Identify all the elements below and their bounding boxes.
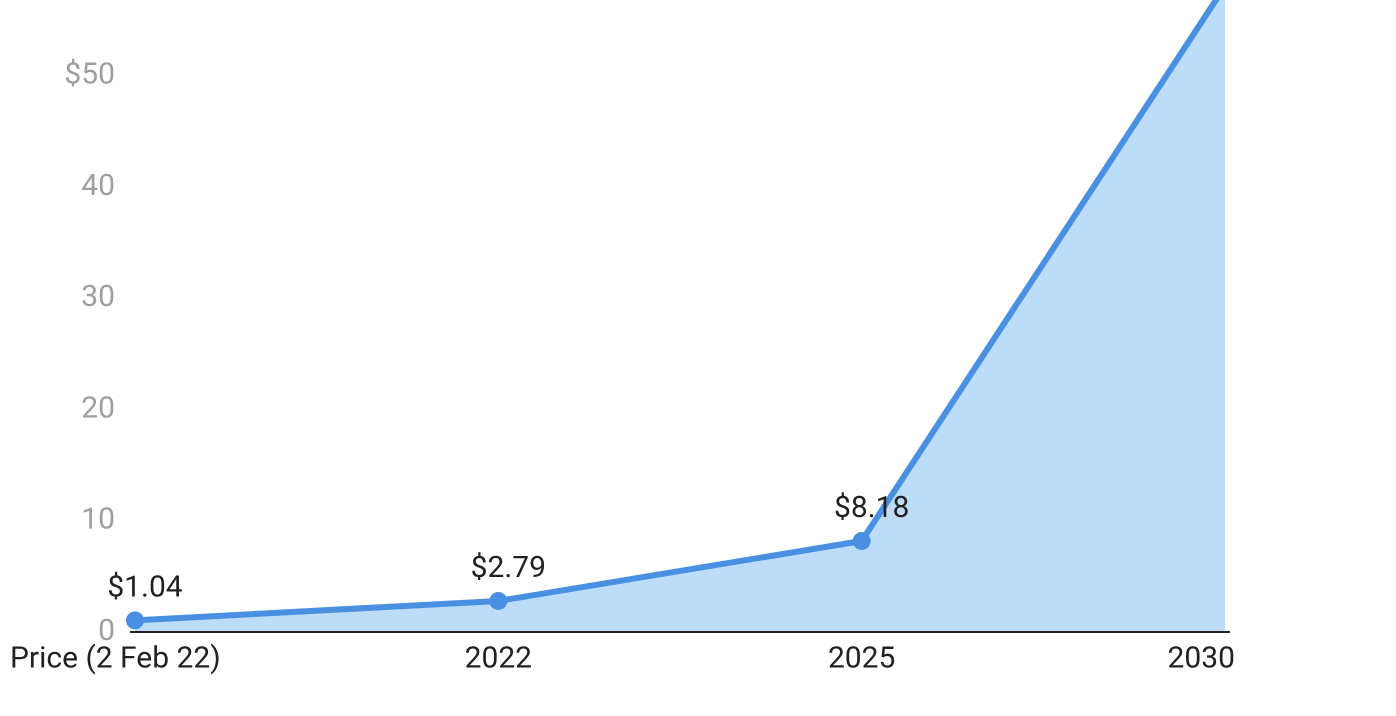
data-marker — [489, 592, 507, 610]
series-area — [135, 0, 1225, 632]
x-tick-label: 2025 — [828, 641, 895, 676]
data-label: $1.04 — [107, 569, 182, 604]
y-tick-label: 40 — [81, 168, 115, 203]
y-tick-label: 20 — [81, 390, 115, 425]
data-marker — [126, 611, 144, 629]
x-tick-label: 2030 — [1168, 641, 1235, 676]
data-marker — [853, 532, 871, 550]
y-tick-label: $50 — [64, 57, 115, 92]
x-tick-label: 2022 — [465, 641, 532, 676]
y-tick-label: 10 — [81, 502, 115, 537]
price-forecast-chart: 010203040$50$1.04$2.79$8.18$58.04Price (… — [0, 0, 1396, 716]
data-label: $2.79 — [471, 550, 546, 585]
chart-svg: 010203040$50$1.04$2.79$8.18$58.04Price (… — [0, 0, 1396, 716]
y-tick-label: 30 — [81, 279, 115, 314]
data-label: $8.18 — [834, 490, 909, 525]
x-tick-label: Price (2 Feb 22) — [10, 641, 221, 676]
